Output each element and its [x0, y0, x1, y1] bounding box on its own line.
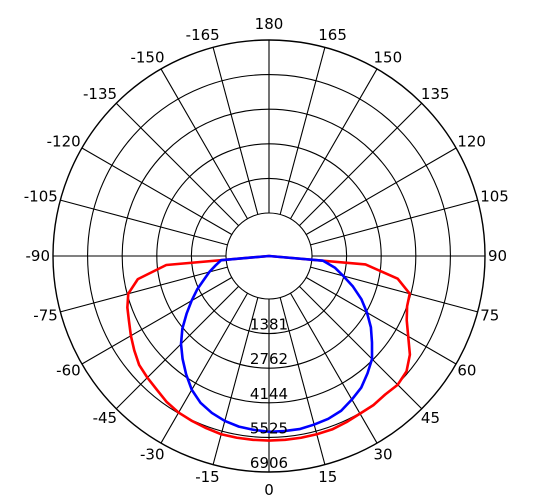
angle-label-1: 165: [318, 26, 347, 44]
grid-spoke-13: [212, 297, 259, 465]
ring-label-4: 6906: [250, 454, 288, 472]
angle-label-0: 180: [255, 15, 284, 33]
angle-label-15: -45: [93, 409, 118, 427]
angle-label-22: -150: [130, 49, 164, 67]
angle-label-3: 135: [421, 85, 450, 103]
grid-spoke-1: [279, 47, 326, 215]
ring-label-3: 5525: [250, 419, 288, 437]
grid-spoke-15: [115, 286, 239, 410]
angle-label-23: -165: [186, 26, 220, 44]
angle-label-11: 15: [318, 468, 337, 486]
grid-spoke-5: [310, 199, 478, 246]
angle-label-19: -105: [24, 188, 58, 206]
polar-grid: [52, 39, 486, 473]
angle-label-2: 150: [374, 49, 403, 67]
angle-label-4: 120: [457, 133, 486, 151]
grid-spoke-3: [299, 102, 423, 226]
angle-label-17: -75: [33, 306, 58, 324]
angle-label-21: -135: [83, 85, 117, 103]
angle-label-7: 75: [480, 306, 499, 324]
grid-spoke-8: [305, 277, 457, 365]
angle-label-20: -120: [47, 133, 81, 151]
ring-label-0: 1381: [250, 316, 288, 334]
angle-label-16: -60: [56, 362, 81, 380]
angle-label-12: 0: [264, 481, 274, 498]
angle-label-8: 60: [457, 362, 476, 380]
grid-spoke-23: [212, 47, 259, 215]
grid-spoke-9: [299, 286, 423, 410]
angle-label-10: 30: [374, 445, 393, 463]
angle-label-14: -30: [140, 445, 165, 463]
series-group: [126, 254, 412, 442]
label-group: 1801651501351201059075604530150-15-30-45…: [24, 15, 509, 498]
grid-spoke-19: [60, 199, 228, 246]
grid-spoke-10: [290, 292, 378, 444]
angle-label-13: -15: [195, 468, 220, 486]
series-line-0: [126, 254, 412, 442]
grid-spoke-4: [305, 147, 457, 235]
grid-spoke-20: [81, 147, 233, 235]
grid-spoke-14: [160, 292, 248, 444]
grid-spoke-22: [160, 68, 248, 220]
grid-spoke-2: [290, 68, 378, 220]
angle-label-6: 90: [488, 247, 507, 265]
ring-label-2: 4144: [250, 385, 288, 403]
ring-label-1: 2762: [250, 350, 288, 368]
grid-spoke-16: [81, 277, 233, 365]
grid-spoke-21: [115, 102, 239, 226]
angle-label-18: -90: [26, 247, 51, 265]
angle-label-5: 105: [480, 188, 509, 206]
grid-spoke-17: [60, 266, 228, 313]
grid-spoke-11: [279, 297, 326, 465]
grid-spoke-7: [310, 266, 478, 313]
angle-label-9: 45: [421, 409, 440, 427]
series-line-1: [179, 254, 374, 434]
